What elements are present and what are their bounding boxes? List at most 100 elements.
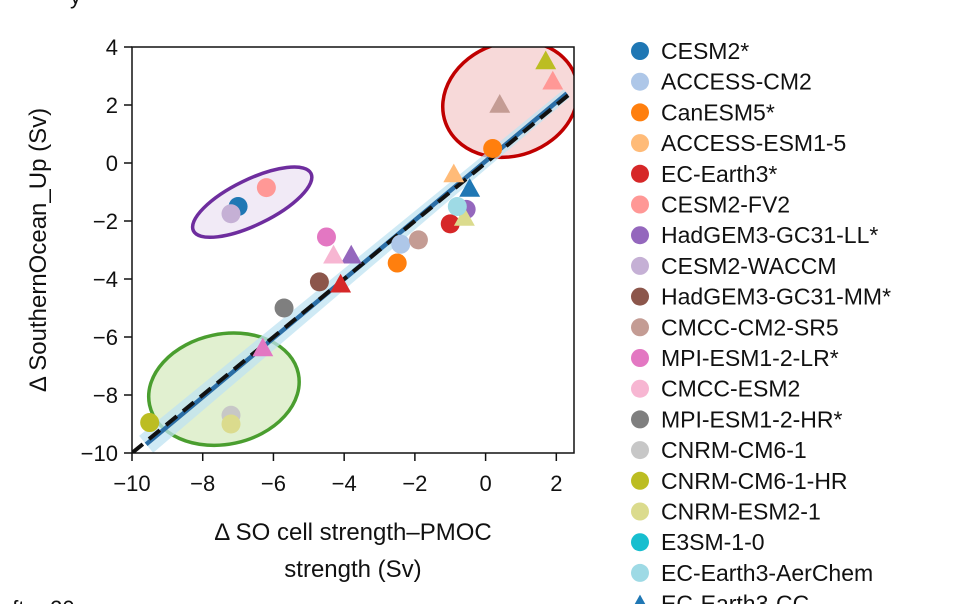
legend: CESM2* ACCESS-CM2 CanESM5* ACCESS-ESM1-5 EC-… — [631, 38, 891, 604]
point-access-esm1-5-triangle-0 — [443, 163, 465, 183]
legend-label: CNRM-CM6-1 — [661, 437, 807, 463]
legend-item-cmcc-cm2-sr5: CMCC-CM2-SR5 — [631, 314, 839, 340]
legend-item-mpi-esm1-2-lr-star: MPI-ESM1-2-LR* — [631, 345, 839, 371]
legend-item-access-esm1-5: ACCESS-ESM1-5 — [631, 130, 846, 156]
legend-item-ec-earth3-cc: EC-Earth3-CC — [634, 591, 809, 604]
legend-item-cnrm-cm6-1-hr: CNRM-CM6-1-HR — [631, 468, 848, 494]
legend-label: ACCESS-CM2 — [661, 69, 812, 95]
x-axis-ticks: −10 −8 −6 −4 −2 0 2 — [113, 453, 562, 496]
legend-label: CNRM-ESM2-1 — [661, 499, 821, 525]
plot-frame — [131, 46, 575, 454]
y-tick-label: 0 — [106, 151, 118, 176]
point-cnrm-cm6-1-hr-triangle-0 — [535, 50, 557, 70]
point-cnrm-esm2-1-triangle-0 — [453, 207, 475, 226]
point-hadgem3-gc31-mm-star-circle-0 — [309, 272, 329, 292]
point-ec-earth3-cc-triangle-0 — [459, 178, 481, 197]
ellipse-high — [440, 47, 574, 160]
legend-marker — [631, 502, 649, 521]
legend-marker — [631, 134, 649, 153]
point-cmcc-esm2-triangle-0 — [323, 244, 345, 264]
legend-marker — [631, 42, 649, 60]
point-cesm2-waccm-circle-0 — [221, 204, 241, 224]
legend-item-cesm2-fv2: CESM2-FV2 — [631, 192, 790, 218]
legend-marker — [631, 471, 649, 490]
legend-label: MPI-ESM1-2-LR* — [661, 345, 839, 371]
legend-marker — [631, 226, 649, 245]
point-mpi-esm1-2-lr-star-circle-0 — [316, 227, 336, 247]
legend-item-e3sm-1-0: E3SM-1-0 — [631, 529, 765, 555]
legend-marker — [631, 318, 649, 337]
legend-label: HadGEM3-GC31-LL* — [661, 222, 878, 248]
x-tick-label: −10 — [113, 471, 150, 496]
legend-marker — [631, 103, 649, 122]
point-canesm5-star-circle-0 — [387, 253, 407, 273]
ellipse-mid — [190, 165, 314, 240]
legend-label: E3SM-1-0 — [661, 529, 765, 555]
legend-item-ec-earth3-aerchem: EC-Earth3-AerChem — [631, 560, 873, 586]
legend-marker — [631, 533, 649, 552]
axes — [131, 46, 575, 454]
x-tick-label: −4 — [332, 471, 357, 496]
point-access-cm2-circle-0 — [391, 234, 411, 254]
point-mpi-esm1-2-lr-star-triangle-0 — [252, 337, 274, 357]
x-axis-label-line2: strength (Sv) — [284, 556, 421, 583]
legend-marker — [631, 287, 649, 306]
x-tick-label: −2 — [402, 471, 427, 496]
legend-item-cesm2-waccm: CESM2-WACCM — [631, 253, 836, 279]
legend-item-hadgem3-gc31-mm-star: HadGEM3-GC31-MM* — [631, 284, 891, 310]
cropped-top-text: y — [70, 0, 81, 9]
legend-marker — [631, 379, 649, 398]
legend-label: HadGEM3-GC31-MM* — [661, 284, 891, 310]
cropped-bottom-text: after 20 years — [0, 596, 135, 604]
point-cnrm-cm6-1-hr-circle-0 — [140, 413, 160, 433]
y-tick-label: −2 — [93, 209, 118, 234]
legend-label: CanESM5* — [661, 99, 775, 125]
point-cesm2-fv2-circle-0 — [256, 178, 276, 198]
legend-label: ACCESS-ESM1-5 — [661, 130, 846, 156]
legend-marker — [631, 563, 649, 582]
legend-label: CESM2-WACCM — [661, 253, 836, 279]
legend-item-cnrm-cm6-1: CNRM-CM6-1 — [631, 437, 807, 463]
y-tick-label: −4 — [93, 267, 118, 292]
legend-label: CESM2* — [661, 38, 749, 64]
x-tick-label: 2 — [550, 471, 562, 496]
point-canesm5-star-circle-1 — [483, 139, 503, 158]
legend-label: EC-Earth3* — [661, 161, 777, 187]
legend-marker — [631, 164, 649, 183]
legend-label: CESM2-FV2 — [661, 192, 790, 218]
y-tick-label: −10 — [81, 441, 118, 466]
legend-item-mpi-esm1-2-hr-star: MPI-ESM1-2-HR* — [631, 406, 843, 432]
point-cesm2-fv2-triangle-0 — [542, 70, 564, 90]
legend-marker — [631, 410, 649, 429]
legend-marker — [631, 349, 649, 367]
legend-label: MPI-ESM1-2-HR* — [661, 406, 843, 432]
y-tick-label: −6 — [93, 325, 118, 350]
point-ec-earth3-star-triangle-0 — [330, 273, 352, 293]
legend-item-hadgem3-gc31-ll-star: HadGEM3-GC31-LL* — [631, 222, 878, 248]
x-tick-label: 0 — [479, 471, 491, 496]
y-tick-label: −8 — [93, 383, 118, 408]
data-points — [140, 50, 564, 434]
legend-item-cnrm-esm2-1: CNRM-ESM2-1 — [631, 499, 821, 525]
y-axis-ticks: −10 −8 −6 −4 −2 0 2 4 — [81, 35, 132, 466]
legend-marker — [631, 195, 649, 214]
fit-lines — [132, 88, 574, 453]
legend-item-cmcc-esm2: CMCC-ESM2 — [631, 376, 800, 402]
legend-item-cesm2-star: CESM2* — [631, 38, 749, 64]
x-tick-label: −8 — [190, 471, 215, 496]
x-tick-label: −6 — [261, 471, 286, 496]
point-cnrm-esm2-1-circle-0 — [221, 414, 241, 434]
legend-item-ec-earth3-star: EC-Earth3* — [631, 161, 777, 187]
y-axis-label: Δ SouthernOcean_Up (Sv) — [25, 108, 52, 392]
point-mpi-esm1-2-hr-star-circle-0 — [274, 298, 294, 318]
y-tick-label: 4 — [106, 35, 118, 60]
point-cmcc-cm2-sr5-circle-0 — [408, 230, 428, 250]
y-tick-label: 2 — [106, 93, 118, 118]
x-axis-label-line1: Δ SO cell strength–PMOC — [214, 519, 491, 546]
legend-marker — [631, 72, 649, 91]
legend-label: EC-Earth3-AerChem — [661, 560, 873, 586]
point-hadgem3-gc31-ll-star-triangle-0 — [340, 244, 362, 264]
legend-marker — [631, 441, 649, 460]
legend-item-access-cm2: ACCESS-CM2 — [631, 69, 812, 95]
legend-label: EC-Earth3-CC — [661, 591, 809, 604]
